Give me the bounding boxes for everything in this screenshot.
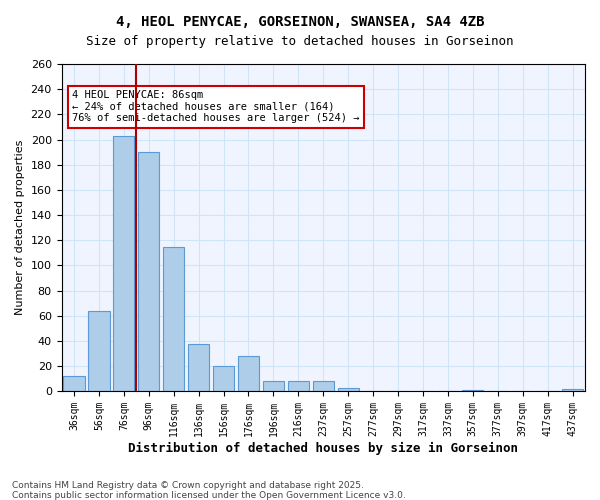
Bar — [138, 152, 160, 392]
X-axis label: Distribution of detached houses by size in Gorseinon: Distribution of detached houses by size … — [128, 442, 518, 455]
Bar — [562, 389, 583, 392]
Text: Size of property relative to detached houses in Gorseinon: Size of property relative to detached ho… — [86, 35, 514, 48]
Bar — [88, 311, 110, 392]
Text: Contains HM Land Registry data © Crown copyright and database right 2025.: Contains HM Land Registry data © Crown c… — [12, 481, 364, 490]
Bar — [338, 388, 359, 392]
Text: 4, HEOL PENYCAE, GORSEINON, SWANSEA, SA4 4ZB: 4, HEOL PENYCAE, GORSEINON, SWANSEA, SA4… — [116, 15, 484, 29]
Bar — [288, 382, 309, 392]
Bar — [238, 356, 259, 392]
Bar — [188, 344, 209, 392]
Bar — [263, 382, 284, 392]
Bar — [213, 366, 234, 392]
Bar — [163, 246, 184, 392]
Bar — [313, 382, 334, 392]
Text: 4 HEOL PENYCAE: 86sqm
← 24% of detached houses are smaller (164)
76% of semi-det: 4 HEOL PENYCAE: 86sqm ← 24% of detached … — [72, 90, 359, 124]
Text: Contains public sector information licensed under the Open Government Licence v3: Contains public sector information licen… — [12, 491, 406, 500]
Y-axis label: Number of detached properties: Number of detached properties — [15, 140, 25, 316]
Bar — [462, 390, 484, 392]
Bar — [113, 136, 134, 392]
Bar — [64, 376, 85, 392]
